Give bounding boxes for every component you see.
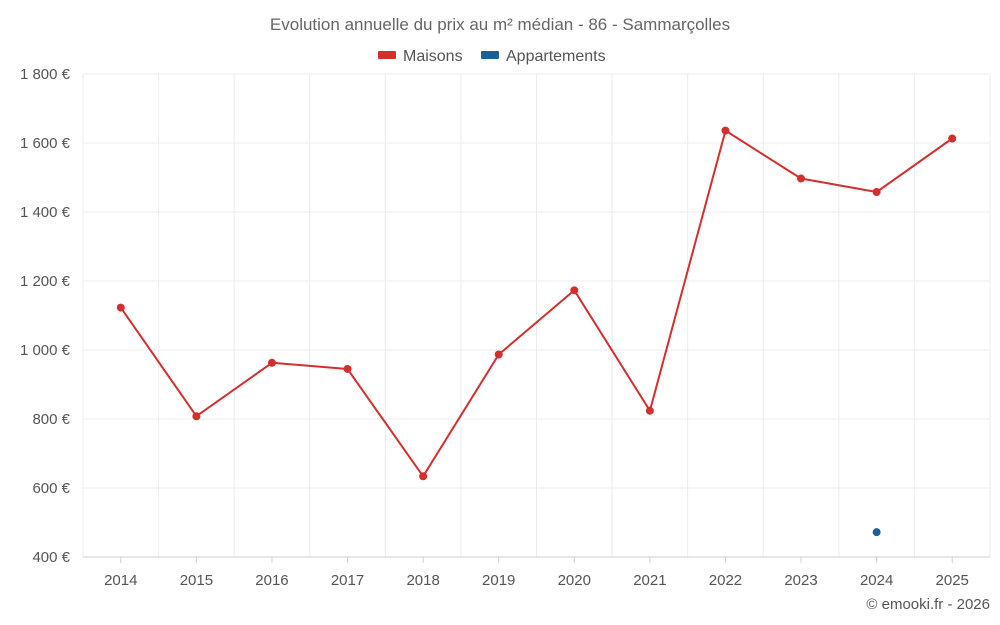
data-point-maisons-2018[interactable] bbox=[419, 472, 428, 481]
x-tick-label: 2017 bbox=[331, 572, 364, 589]
x-tick-label: 2020 bbox=[558, 572, 591, 589]
series-appartements bbox=[872, 528, 881, 537]
legend-swatch-maisons bbox=[378, 51, 396, 59]
legend: Maisons Appartements bbox=[378, 48, 606, 65]
x-tick-label: 2022 bbox=[709, 572, 742, 589]
y-tick-label: 1 200 € bbox=[20, 273, 71, 290]
plot-area bbox=[116, 126, 957, 537]
data-point-maisons-2024[interactable] bbox=[872, 187, 881, 196]
legend-item-appartements[interactable]: Appartements bbox=[481, 48, 606, 65]
x-tick-label: 2025 bbox=[936, 572, 969, 589]
x-tick-label: 2018 bbox=[406, 572, 439, 589]
legend-item-maisons[interactable]: Maisons bbox=[378, 48, 463, 65]
data-point-maisons-2015[interactable] bbox=[192, 412, 201, 421]
chart-title: Evolution annuelle du prix au m² médian … bbox=[270, 15, 730, 34]
x-axis: 2014 2015 2016 2017 2018 2019 2020 2021 2022 2023… bbox=[83, 556, 990, 589]
data-point-maisons-2016[interactable] bbox=[267, 358, 276, 367]
series-maisons bbox=[116, 126, 957, 481]
x-tick-label: 2016 bbox=[255, 572, 288, 589]
data-point-maisons-2014[interactable] bbox=[116, 303, 125, 312]
x-tick-label: 2014 bbox=[104, 572, 137, 589]
data-point-appartements-2024[interactable] bbox=[872, 528, 881, 537]
legend-swatch-appartements bbox=[481, 51, 499, 59]
y-tick-label: 1 600 € bbox=[20, 135, 71, 152]
x-tick-label: 2015 bbox=[180, 572, 213, 589]
series-line-maisons bbox=[119, 129, 953, 478]
y-tick-label: 1 800 € bbox=[20, 66, 71, 83]
legend-label-appartements: Appartements bbox=[506, 48, 606, 65]
x-tick-label: 2021 bbox=[633, 572, 666, 589]
y-tick-label: 1 000 € bbox=[20, 342, 71, 359]
data-point-maisons-2023[interactable] bbox=[797, 174, 806, 183]
y-tick-label: 400 € bbox=[32, 549, 70, 566]
data-point-maisons-2017[interactable] bbox=[343, 364, 352, 373]
credit-text: © emooki.fr - 2026 bbox=[866, 596, 990, 613]
y-tick-label: 1 400 € bbox=[20, 204, 71, 221]
data-point-maisons-2021[interactable] bbox=[645, 406, 654, 415]
data-point-maisons-2019[interactable] bbox=[494, 350, 503, 359]
y-tick-label: 600 € bbox=[32, 480, 70, 497]
data-point-maisons-2022[interactable] bbox=[721, 126, 730, 135]
legend-label-maisons: Maisons bbox=[403, 48, 463, 65]
data-point-maisons-2020[interactable] bbox=[570, 286, 579, 295]
grid bbox=[82, 73, 991, 557]
x-tick-label: 2019 bbox=[482, 572, 515, 589]
data-point-maisons-2025[interactable] bbox=[948, 134, 957, 143]
y-tick-label: 800 € bbox=[32, 411, 70, 428]
y-axis: 400 € 600 € 800 € 1 000 € 1 200 € 1 400 € 1 60… bbox=[20, 66, 71, 566]
x-tick-label: 2024 bbox=[860, 572, 893, 589]
x-tick-label: 2023 bbox=[784, 572, 817, 589]
